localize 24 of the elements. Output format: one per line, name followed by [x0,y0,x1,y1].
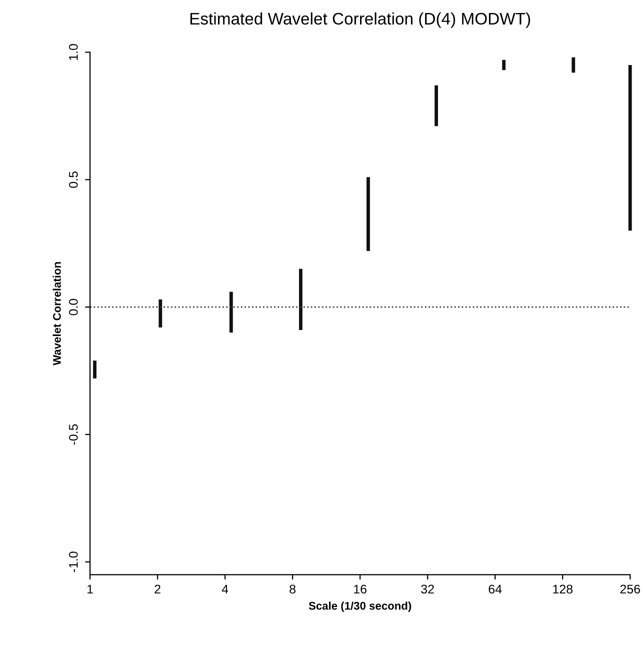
y-tick-label: 1.0 [68,44,78,60]
bar [502,60,506,70]
y-tick-label: 0.5 [68,171,78,188]
bar [572,57,576,73]
bar [434,85,438,126]
x-tick-label: 32 [421,584,434,594]
x-tick-label: 4 [222,584,228,594]
x-tick-label: 2 [154,584,160,594]
x-tick-label: 1 [88,584,93,594]
chart-title: Estimated Wavelet Correlation (D(4) MODWT) [190,12,530,28]
y-axis-title: Wavelet Correlation [52,262,61,366]
bar [229,292,233,333]
bar [299,268,302,330]
x-tick-label: 128 [553,584,573,594]
x-tick-label: 256 [620,584,640,594]
x-tick-label: 64 [488,584,502,594]
x-axis-title: Scale (1/30 second) [308,602,412,612]
x-tick-label: 8 [290,584,296,594]
y-tick-label: -0.5 [68,424,78,445]
x-tick-label: 16 [354,584,366,594]
bar [93,360,96,378]
y-tick-label: 0.0 [68,298,78,316]
y-tick-label: -1.0 [68,552,78,572]
bar [366,177,370,252]
